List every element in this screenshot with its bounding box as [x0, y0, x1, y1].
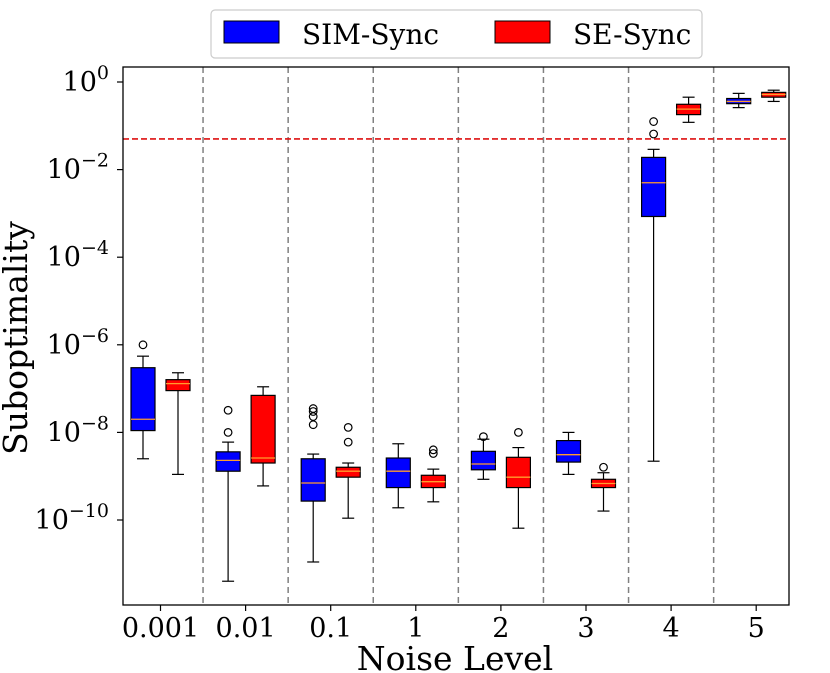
box-se-sync-2 [505, 428, 531, 529]
outlier-point [479, 432, 488, 442]
outlier-point [649, 117, 658, 126]
legend-frame [210, 9, 703, 59]
x-tick-label: 5 [748, 613, 765, 644]
y-tick-label: 10−10 [35, 500, 109, 536]
box-body [470, 450, 496, 471]
box-body [335, 466, 361, 478]
box-se-sync-4 [675, 96, 702, 123]
outlier-point [308, 404, 318, 413]
x-axis-ticks: 0.001 0.01 0.1 1 2 3 4 5 [122, 605, 765, 644]
y-axis-ticks: 100 10−2 10−4 10−6 10−8 10−10 [35, 62, 123, 536]
outlier-point [308, 420, 318, 430]
box-body [385, 457, 411, 489]
x-axis-label: Noise Level [357, 639, 553, 673]
box-sim-sync-0.01 [215, 405, 241, 582]
box-body [130, 367, 156, 432]
y-tick-label: 10−8 [47, 412, 109, 448]
x-tick-label: 3 [577, 613, 594, 644]
box-sim-sync-0.001 [130, 340, 156, 460]
box-se-sync-0.01 [250, 386, 276, 487]
outlier-point [138, 340, 148, 350]
box-sim-sync-5 [726, 92, 752, 109]
x-tick-label: 0.001 [122, 613, 199, 644]
outlier-point [343, 437, 353, 447]
legend: SIM-Sync SE-Sync [210, 9, 703, 59]
outlier-point [223, 428, 233, 437]
outlier-point [428, 445, 438, 455]
outlier-point [428, 449, 438, 458]
outlier-point [308, 407, 318, 416]
y-tick-label: 100 [63, 62, 109, 98]
box-se-sync-5 [761, 89, 787, 103]
box-body [505, 456, 531, 489]
box-body [250, 394, 276, 464]
legend-swatch-se-sync [494, 20, 551, 44]
box-body [215, 451, 241, 472]
box-sim-sync-1 [385, 443, 411, 509]
box-body [640, 156, 667, 218]
plot-area [122, 66, 790, 606]
box-sim-sync-4 [640, 117, 667, 462]
box-sim-sync-3 [555, 431, 582, 475]
legend-swatch-sim-sync [223, 20, 280, 44]
box-se-sync-3 [590, 462, 617, 512]
x-tick-label: 1 [407, 613, 424, 644]
outlier-point [514, 428, 523, 437]
legend-label-sim-sync: SIM-Sync [302, 18, 439, 51]
box-body [300, 458, 326, 502]
y-tick-label: 10−6 [47, 325, 109, 361]
legend-label-se-sync: SE-Sync [573, 18, 691, 51]
box-se-sync-0.001 [165, 372, 191, 475]
x-tick-label: 0.1 [309, 613, 352, 644]
y-tick-label: 10−2 [47, 150, 109, 186]
outlier-point [223, 405, 233, 415]
outlier-point [599, 462, 608, 472]
x-tick-label: 4 [663, 613, 680, 644]
axes-frame [122, 66, 790, 606]
box-sim-sync-0.1 [300, 404, 326, 563]
box-body [555, 439, 582, 463]
x-tick-label: 2 [492, 613, 509, 644]
box-body [165, 379, 191, 392]
y-axis-label: Suboptimality [0, 221, 35, 455]
box-se-sync-1 [420, 445, 446, 503]
outlier-point [343, 423, 353, 432]
x-tick-label: 0.01 [216, 613, 276, 644]
box-sim-sync-2 [470, 432, 496, 480]
box-se-sync-0.1 [335, 423, 361, 519]
y-tick-label: 10−4 [47, 237, 109, 273]
outlier-point [649, 129, 658, 139]
